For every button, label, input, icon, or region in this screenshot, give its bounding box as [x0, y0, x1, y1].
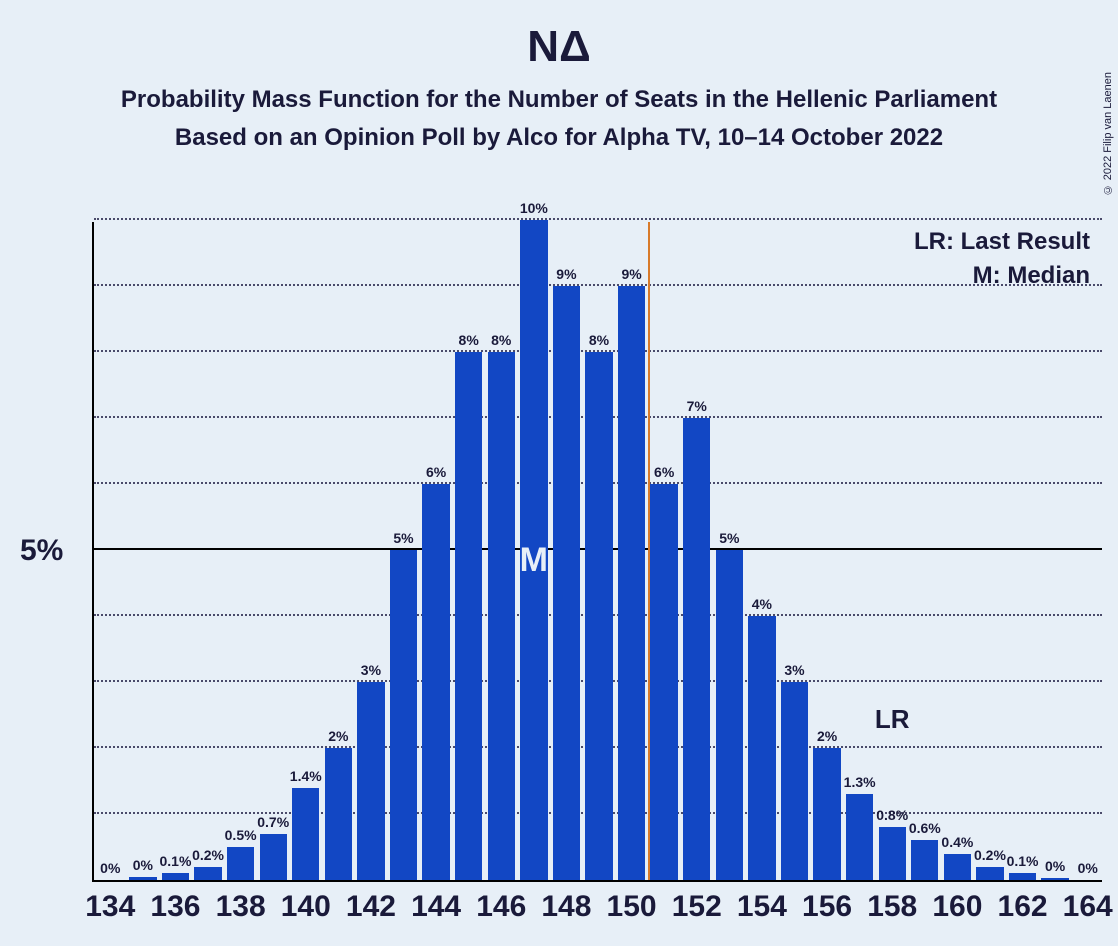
x-tick-label: 150: [607, 890, 657, 924]
copyright-text: © 2022 Filip van Laenen: [1102, 72, 1114, 195]
bar: [911, 840, 938, 880]
bar-value-label: 7%: [687, 398, 707, 414]
x-tick-label: 136: [150, 890, 200, 924]
bars-container: 0%0%0.1%0.2%0.5%0.7%1.4%2%3%5%6%8%8%10%9…: [94, 222, 1102, 880]
bar-value-label: 0.1%: [1007, 853, 1039, 869]
bar: [129, 877, 156, 880]
bar-value-label: 6%: [426, 464, 446, 480]
bar: [879, 827, 906, 880]
y-axis-label: 5%: [20, 534, 63, 568]
bar: [455, 352, 482, 880]
bar-value-label: 8%: [589, 332, 609, 348]
bar: [227, 847, 254, 880]
bar-value-label: 0.1%: [159, 853, 191, 869]
bar-value-label: 5%: [393, 530, 413, 546]
x-tick-label: 134: [85, 890, 135, 924]
bar-value-label: 8%: [491, 332, 511, 348]
bar: [1041, 878, 1068, 880]
bar: [650, 484, 677, 880]
x-tick-label: 142: [346, 890, 396, 924]
x-tick-label: 140: [281, 890, 331, 924]
chart-title: ΝΔ: [0, 22, 1118, 72]
x-tick-label: 146: [476, 890, 526, 924]
lr-marker: LR: [875, 704, 910, 735]
x-tick-label: 138: [216, 890, 266, 924]
bar-value-label: 2%: [817, 728, 837, 744]
bar: [553, 286, 580, 880]
bar-value-label: 3%: [784, 662, 804, 678]
bar-value-label: 0%: [100, 860, 120, 876]
bar-value-label: 3%: [361, 662, 381, 678]
bar: [813, 748, 840, 880]
bar-value-label: 1.3%: [844, 774, 876, 790]
bar-value-label: 0.6%: [909, 820, 941, 836]
bar-value-label: 0.2%: [192, 847, 224, 863]
bar-value-label: 10%: [520, 200, 548, 216]
bar: [618, 286, 645, 880]
bar-value-label: 0%: [1045, 858, 1065, 874]
bar-value-label: 0.7%: [257, 814, 289, 830]
chart-subtitle-2: Based on an Opinion Poll by Alco for Alp…: [0, 124, 1118, 152]
bar-value-label: 9%: [556, 266, 576, 282]
bar: [292, 788, 319, 880]
bar: [162, 873, 189, 880]
bar-value-label: 0%: [1078, 860, 1098, 876]
bar-value-label: 0.2%: [974, 847, 1006, 863]
chart-subtitle-1: Probability Mass Function for the Number…: [0, 86, 1118, 114]
bar: [716, 550, 743, 880]
bar-value-label: 0.4%: [941, 834, 973, 850]
bar-value-label: 5%: [719, 530, 739, 546]
bar: [488, 352, 515, 880]
bar: [390, 550, 417, 880]
bar: [260, 834, 287, 880]
bar: [1009, 873, 1036, 880]
bar-value-label: 6%: [654, 464, 674, 480]
x-tick-label: 152: [672, 890, 722, 924]
bar-value-label: 4%: [752, 596, 772, 612]
bar: [683, 418, 710, 880]
bar-value-label: 2%: [328, 728, 348, 744]
gridline: [94, 218, 1102, 220]
x-tick-label: 154: [737, 890, 787, 924]
bar-value-label: 8%: [459, 332, 479, 348]
bar: [781, 682, 808, 880]
bar-value-label: 9%: [621, 266, 641, 282]
bar: [325, 748, 352, 880]
x-tick-label: 148: [541, 890, 591, 924]
bar: [357, 682, 384, 880]
bar: [748, 616, 775, 880]
bar: [194, 867, 221, 880]
x-tick-label: 144: [411, 890, 461, 924]
x-tick-label: 156: [802, 890, 852, 924]
x-tick-label: 160: [932, 890, 982, 924]
chart-plot-area: LR: Last Result M: Median 0%0%0.1%0.2%0.…: [92, 222, 1102, 882]
bar-value-label: 0.8%: [876, 807, 908, 823]
bar: [976, 867, 1003, 880]
median-marker: M: [520, 541, 548, 580]
bar: [846, 794, 873, 880]
x-tick-label: 158: [867, 890, 917, 924]
bar: [944, 854, 971, 880]
bar-value-label: 1.4%: [290, 768, 322, 784]
bar: [585, 352, 612, 880]
bar-value-label: 0.5%: [225, 827, 257, 843]
bar-value-label: 0%: [133, 857, 153, 873]
x-tick-label: 164: [1063, 890, 1113, 924]
bar: [422, 484, 449, 880]
x-tick-label: 162: [998, 890, 1048, 924]
median-line: [648, 222, 650, 880]
